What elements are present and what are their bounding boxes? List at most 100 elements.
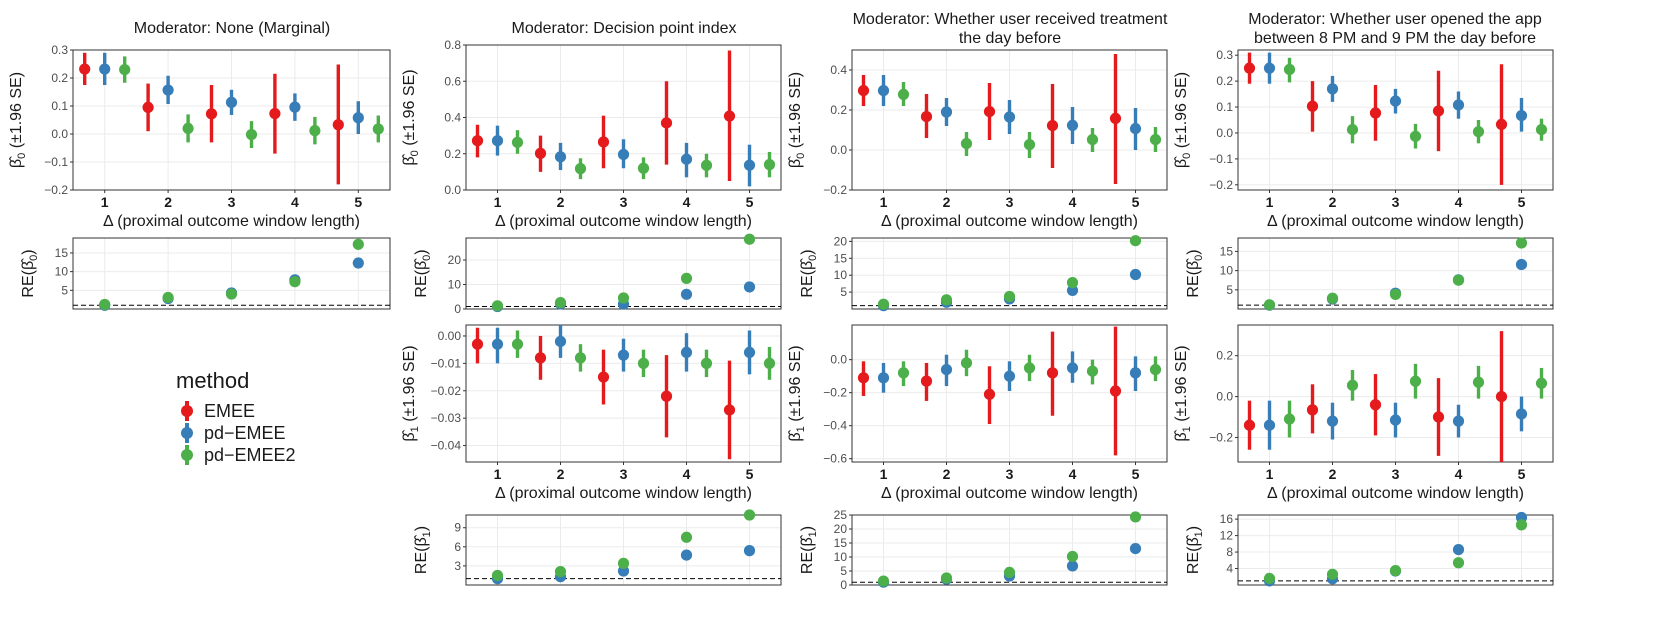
x-axis-label: Δ (proximal outcome window length): [881, 485, 1138, 502]
y-tick-label: 10: [55, 265, 69, 279]
legend-label-emee: EMEE: [204, 400, 256, 421]
point-estimate: [1283, 63, 1296, 76]
point-estimate: [1389, 414, 1402, 426]
y-axis-label: RE(β̂1): [1185, 526, 1205, 574]
y-tick-label: 9: [454, 521, 461, 535]
point-estimate: [1369, 107, 1382, 119]
x-tick-label: 1: [494, 194, 502, 210]
point-estimate: [309, 125, 321, 137]
x-tick-label: 4: [1069, 194, 1077, 210]
point-estimate: [1472, 126, 1485, 138]
point-estimate: [511, 136, 524, 148]
relative-efficiency-point: [1389, 564, 1402, 577]
point-estimate: [1306, 404, 1319, 416]
point-estimate: [857, 85, 870, 97]
point-estimate: [1066, 119, 1079, 131]
point-estimate: [119, 64, 131, 76]
x-tick-label: 3: [1392, 466, 1400, 482]
y-tick-label: 15: [1220, 244, 1234, 258]
y-tick-label: 0.2: [51, 71, 68, 85]
point-estimate: [182, 122, 194, 134]
x-tick-label: 3: [1006, 194, 1014, 210]
x-axis-label: Δ (proximal outcome window length): [495, 485, 752, 502]
relative-efficiency-point: [940, 294, 953, 306]
point-estimate: [1109, 112, 1122, 124]
y-tick-label: 0.4: [830, 63, 847, 77]
point-estimate: [617, 349, 630, 361]
point-estimate: [1409, 130, 1422, 142]
panel-s2: 3 6 9 RE(β̂1): [413, 509, 782, 586]
y-axis-label: RE(β̂0): [20, 249, 40, 297]
y-axis-label: β̂0 (±1.96 SE): [401, 69, 421, 165]
y-tick-label: 0.1: [1216, 100, 1233, 114]
point-estimate: [1086, 365, 1099, 377]
relative-efficiency-point: [617, 292, 630, 304]
panel-title: Moderator: Whether user received treatme…: [853, 11, 1168, 28]
point-estimate: [1495, 118, 1508, 131]
point-estimate: [352, 112, 364, 124]
y-tick-label: 0: [840, 578, 847, 592]
x-tick-label: 5: [354, 194, 362, 210]
x-axis-label: Δ (proximal outcome window length): [103, 213, 360, 230]
panel-b3: 0.0 −0.2 −0.4 −0.6 β̂1 (±1.96 SE) 1 2 3 4 5 Δ (pro…: [787, 324, 1168, 502]
relative-efficiency-point: [554, 297, 567, 309]
point-estimate: [1389, 95, 1402, 107]
y-tick-label: 10: [1220, 264, 1234, 278]
point-estimate: [897, 367, 910, 379]
y-tick-label: 4: [1226, 562, 1233, 576]
y-tick-label: −0.01: [431, 356, 462, 370]
y-tick-label: −0.1: [1209, 152, 1233, 166]
y-tick-label: 12: [1220, 529, 1234, 543]
relative-efficiency-point: [1129, 268, 1142, 281]
point-estimate: [1409, 375, 1422, 387]
panel-border: [1237, 514, 1554, 586]
relative-efficiency-point: [680, 288, 693, 300]
y-axis-label: β̂0 (±1.96 SE): [1173, 72, 1193, 168]
point-estimate: [743, 346, 756, 358]
x-tick-label: 2: [943, 194, 951, 210]
y-tick-label: 0.0: [1216, 390, 1233, 404]
point-estimate: [1109, 385, 1122, 397]
point-estimate: [574, 352, 587, 364]
point-estimate: [763, 159, 776, 171]
y-tick-label: −0.6: [823, 452, 847, 466]
point-estimate: [491, 338, 504, 350]
point-estimate: [471, 135, 484, 147]
point-estimate: [372, 123, 384, 135]
relative-efficiency-point: [877, 575, 890, 587]
point-estimate: [597, 136, 610, 148]
x-tick-label: 5: [1518, 466, 1526, 482]
x-tick-label: 4: [683, 194, 691, 210]
point-estimate: [877, 85, 890, 97]
point-estimate: [269, 107, 281, 120]
y-tick-label: 0.3: [51, 43, 68, 57]
relative-efficiency-point: [1003, 566, 1016, 579]
x-tick-label: 3: [1392, 194, 1400, 210]
point-estimate: [205, 108, 218, 120]
point-estimate: [660, 390, 673, 402]
relative-efficiency-point: [1452, 557, 1465, 569]
relative-efficiency-point: [743, 233, 756, 245]
panel-title: the day before: [959, 30, 1061, 47]
panel-border: [72, 237, 391, 310]
relative-efficiency-point: [743, 509, 756, 521]
y-tick-label: 0.1: [51, 99, 68, 113]
x-tick-label: 4: [683, 466, 691, 482]
point-estimate: [1346, 379, 1359, 391]
y-tick-label: −0.04: [431, 439, 462, 453]
x-axis-label: Δ (proximal outcome window length): [1267, 485, 1524, 502]
point-estimate: [554, 335, 567, 348]
point-estimate: [554, 151, 567, 163]
x-tick-label: 1: [1266, 194, 1274, 210]
x-axis-label: Δ (proximal outcome window length): [881, 213, 1138, 230]
legend-title: method: [176, 368, 250, 393]
y-tick-label: 15: [834, 536, 848, 550]
relative-efficiency-point: [680, 531, 693, 543]
relative-efficiency-point: [491, 300, 504, 312]
y-axis-label: RE(β̂0): [1185, 249, 1205, 297]
panel-r2: 0 10 20 RE(β̂0): [413, 233, 782, 316]
y-tick-label: 0.2: [1216, 74, 1233, 88]
point-estimate: [597, 371, 610, 383]
point-estimate: [617, 148, 630, 161]
y-tick-label: −0.4: [823, 419, 847, 433]
